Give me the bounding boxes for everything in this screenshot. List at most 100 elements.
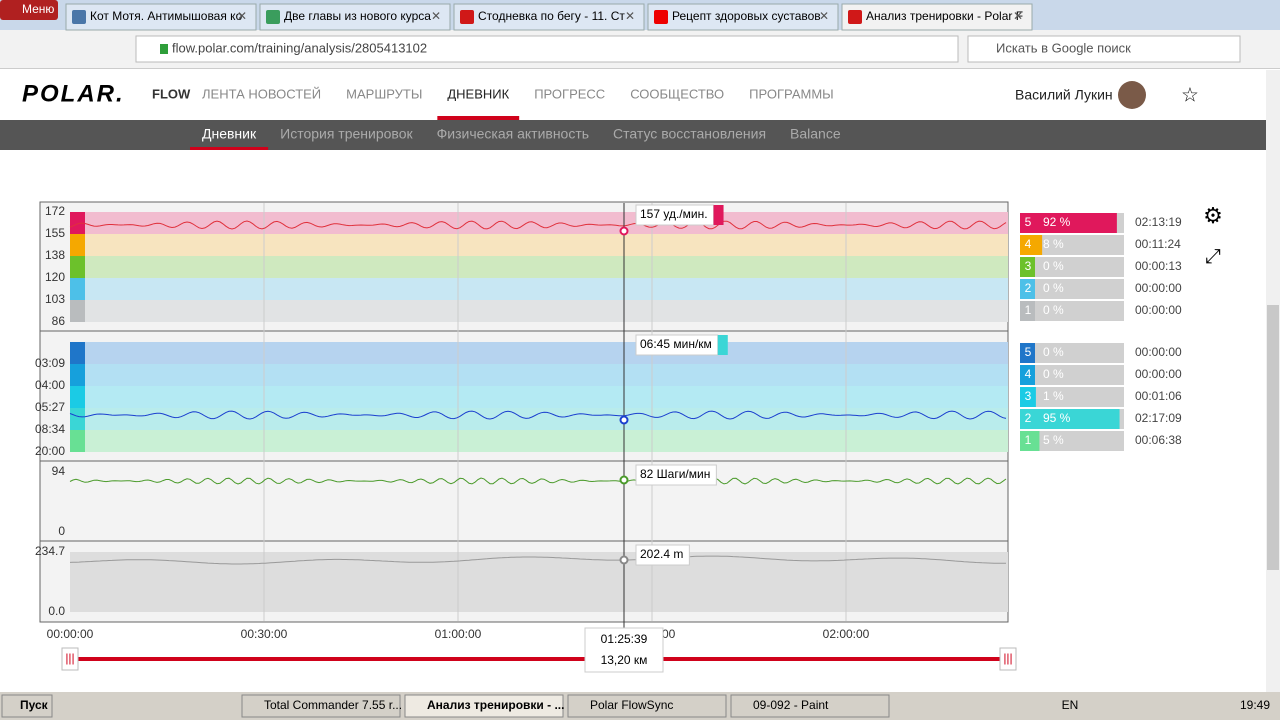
- subnav-bar: [0, 120, 1266, 150]
- address-bar[interactable]: [135, 35, 959, 63]
- zone-number: 3: [1025, 389, 1032, 403]
- task-button[interactable]: [730, 694, 890, 718]
- task-label[interactable]: Polar FlowSync: [590, 698, 673, 712]
- nav-item[interactable]: ПРОГРЕСС: [534, 86, 605, 101]
- tab-title[interactable]: Рецепт здоровых суставов: [672, 9, 821, 23]
- tab-title[interactable]: Стодневка по бегу - 11. Ст: [478, 9, 625, 23]
- slider-handle[interactable]: [999, 647, 1017, 671]
- zone-bar-bg: [1020, 343, 1124, 363]
- zone-time: 00:01:06: [1135, 389, 1182, 403]
- tab-title[interactable]: Анализ тренировки - Polar F: [866, 9, 1023, 23]
- tab[interactable]: [259, 3, 451, 31]
- task-label[interactable]: Анализ тренировки - ...: [427, 698, 564, 712]
- zone-marker: [70, 300, 85, 322]
- slider-handle[interactable]: [61, 647, 79, 671]
- tab[interactable]: [453, 3, 645, 31]
- y-axis-label: 0: [58, 524, 65, 538]
- zone-bar-bg: [1020, 235, 1124, 255]
- zone-marker: [70, 212, 85, 234]
- zone-band: [70, 212, 1008, 234]
- zone-number: 3: [1025, 259, 1032, 273]
- zone-share: 5 %: [1043, 433, 1064, 447]
- zone-number: 5: [1025, 345, 1032, 359]
- tab-close[interactable]: ✕: [431, 9, 441, 23]
- zone-time: 00:00:13: [1135, 259, 1182, 273]
- tab-title[interactable]: Кот Мотя. Антимышовая ко: [90, 9, 243, 23]
- tooltip-text: 82 Шаги/мин: [640, 467, 710, 481]
- tab[interactable]: [841, 3, 1033, 31]
- tab-close[interactable]: ✕: [1013, 9, 1023, 23]
- task-button[interactable]: [404, 694, 564, 718]
- zone-time: 00:00:00: [1135, 367, 1182, 381]
- altitude-trace: [69, 555, 1006, 565]
- zone-bar-bg: [1020, 301, 1124, 321]
- zone-time: 00:00:00: [1135, 303, 1182, 317]
- tab-close[interactable]: ✕: [819, 9, 829, 23]
- search-box[interactable]: [967, 35, 1241, 63]
- zone-share: 0 %: [1043, 367, 1064, 381]
- language[interactable]: EN: [1062, 698, 1079, 712]
- y-axis-label: 04:00: [35, 378, 65, 392]
- zone-share: 92 %: [1043, 215, 1071, 229]
- subnav-item[interactable]: Balance: [790, 126, 841, 142]
- star-icon[interactable]: ☆: [1181, 84, 1199, 106]
- nav-item[interactable]: СООБЩЕСТВО: [630, 86, 724, 101]
- nav-item[interactable]: ЛЕНТА НОВОСТЕЙ: [202, 86, 321, 101]
- start-button[interactable]: [1, 694, 53, 718]
- y-axis-label: 234.7: [35, 544, 65, 558]
- zone-band: [70, 430, 1008, 452]
- zone-band: [70, 342, 1008, 364]
- avatar[interactable]: [1118, 81, 1146, 109]
- subnav-item[interactable]: Дневник: [202, 126, 257, 142]
- user-name[interactable]: Василий Лукин: [1015, 87, 1113, 103]
- menu-button[interactable]: [0, 0, 58, 20]
- tab[interactable]: [65, 3, 257, 31]
- x-axis-label: 01:00:00: [435, 627, 482, 641]
- zone-bar: [1020, 257, 1035, 277]
- clock: 19:49: [1240, 698, 1270, 712]
- task-button[interactable]: [567, 694, 727, 718]
- altitude-area: [70, 552, 1008, 612]
- zone-band: [70, 386, 1008, 408]
- scroll-thumb[interactable]: [1267, 305, 1279, 570]
- range-slider[interactable]: [70, 657, 1008, 661]
- nav-item[interactable]: ПРОГРАММЫ: [749, 86, 834, 101]
- tab[interactable]: [647, 3, 839, 31]
- zone-band: [70, 408, 1008, 430]
- subnav-item[interactable]: Физическая активность: [437, 126, 589, 142]
- task-label[interactable]: 09-092 - Paint: [753, 698, 829, 712]
- logo[interactable]: POLAR.: [22, 80, 125, 107]
- tab-close[interactable]: ✕: [625, 9, 635, 23]
- product[interactable]: FLOW: [152, 86, 191, 101]
- cursor-box: [584, 627, 664, 673]
- hr-trace: [69, 220, 1007, 230]
- zone-number: 5: [1025, 215, 1032, 229]
- nav-item[interactable]: МАРШРУТЫ: [346, 86, 422, 101]
- y-axis-label: 20:00: [35, 444, 65, 458]
- fullscreen-icon[interactable]: ⤢: [1205, 245, 1221, 267]
- url[interactable]: flow.polar.com/training/analysis/2805413…: [172, 40, 427, 55]
- zone-bar: [1020, 409, 1120, 429]
- subnav-item[interactable]: История тренировок: [280, 126, 413, 142]
- start-label[interactable]: Пуск: [20, 698, 49, 712]
- zone-marker: [70, 364, 85, 386]
- handle-grip: |||: [1003, 651, 1012, 665]
- tab-close[interactable]: ✕: [237, 9, 247, 23]
- settings-icon[interactable]: ⚙: [1203, 203, 1223, 228]
- search-placeholder[interactable]: Искать в Google поиск: [996, 40, 1131, 55]
- x-axis-label: 02:00:00: [823, 627, 870, 641]
- task-label[interactable]: Total Commander 7.55 r...: [264, 698, 402, 712]
- tooltip-text: 202.4 m: [640, 547, 683, 561]
- tooltip: [635, 544, 690, 566]
- zone-band: [70, 234, 1008, 256]
- zone-time: 00:00:00: [1135, 281, 1182, 295]
- zone-time: 02:17:09: [1135, 411, 1182, 425]
- tab-title[interactable]: Две главы из нового курса: [284, 9, 431, 23]
- y-axis-label: 172: [45, 204, 65, 218]
- task-button[interactable]: [241, 694, 401, 718]
- menu-label[interactable]: Меню: [22, 2, 54, 16]
- subnav-item[interactable]: Статус восстановления: [613, 126, 766, 142]
- nav-item[interactable]: ДНЕВНИК: [447, 86, 509, 101]
